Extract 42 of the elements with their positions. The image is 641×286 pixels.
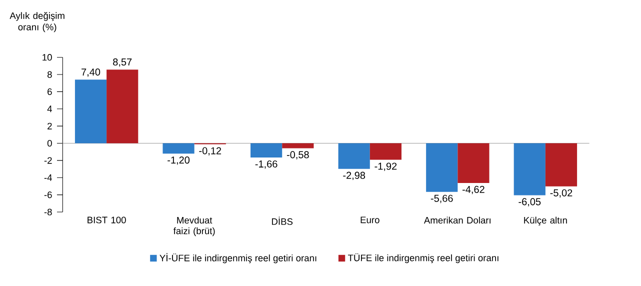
y-tick-label: 2 (48, 122, 52, 130)
legend-label: Yİ-ÜFE ile indirgenmiş reel getiri oranı (160, 253, 316, 264)
bar (250, 143, 282, 158)
data-label: -2,98 (343, 172, 366, 180)
x-tick-label: Euro (360, 216, 380, 224)
x-tick-label: BIST 100 (88, 216, 126, 224)
bar (106, 70, 138, 144)
bar (458, 143, 490, 183)
data-label: -5,66 (430, 194, 453, 204)
data-label: -0,58 (286, 151, 309, 160)
y-tick-label: -8 (44, 208, 52, 216)
y-tick-label: 8 (47, 71, 52, 78)
bar (514, 143, 546, 196)
y-tick-label: -4 (44, 174, 52, 181)
data-label: -5,02 (550, 189, 572, 198)
y-tick-label: 0 (47, 140, 52, 147)
data-label: -1,20 (168, 156, 190, 165)
y-tick-label: 4 (47, 106, 52, 112)
y-axis-title: Aylık değişim oranı (%) (10, 12, 64, 32)
data-label: 8,57 (113, 58, 132, 67)
x-tick-label: Külçe altın (524, 216, 567, 226)
bar (370, 143, 402, 160)
x-tick-label: DİBS (272, 216, 293, 225)
data-label: -4,62 (462, 186, 484, 194)
data-label: -0,12 (199, 147, 222, 156)
x-tick-label: Mevduat faizi (brüt) (173, 216, 215, 236)
bar (162, 143, 194, 154)
bar (545, 143, 578, 186)
data-label: -1,92 (374, 162, 397, 171)
bar (338, 143, 370, 169)
y-tick-label: 10 (42, 54, 52, 61)
bar (74, 80, 107, 144)
data-label: -1,66 (255, 160, 278, 169)
y-tick-label: -6 (44, 192, 52, 198)
x-tick-label: Amerikan Doları (424, 216, 490, 224)
y-tick-label: 6 (48, 88, 52, 95)
data-label: -6,05 (518, 198, 541, 206)
y-tick-label: -2 (44, 157, 52, 164)
bar (426, 143, 458, 192)
data-label: 7,40 (82, 68, 100, 77)
bar (282, 143, 314, 148)
legend-label: TÜFE ile indirgenmiş reel getiri oranı (348, 253, 498, 264)
